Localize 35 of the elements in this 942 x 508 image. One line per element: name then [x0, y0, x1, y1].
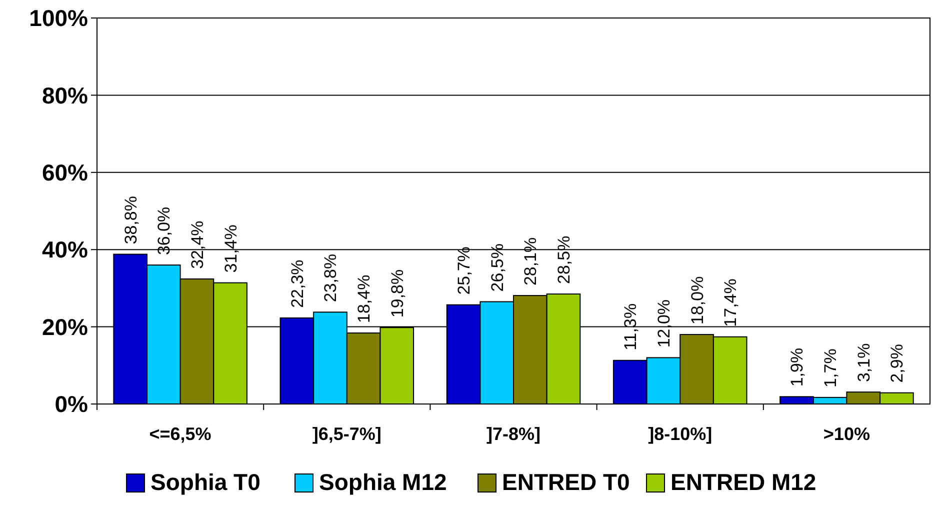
legend-label: ENTRED T0	[502, 469, 630, 495]
x-tick-label: ]7-8%]	[486, 424, 541, 444]
data-label: 26,5%	[488, 244, 507, 292]
legend-label: Sophia M12	[319, 469, 447, 495]
data-label: 23,8%	[321, 254, 340, 302]
data-label: 19,8%	[388, 269, 407, 318]
legend-label: Sophia T0	[150, 469, 260, 495]
data-label: 18,0%	[688, 276, 707, 325]
data-label: 38,8%	[121, 196, 140, 244]
data-label: 25,7%	[454, 246, 474, 295]
y-tick-label: 20%	[42, 314, 88, 340]
data-label: 3,1%	[854, 343, 874, 382]
x-tick-label: >10%	[823, 424, 870, 444]
data-label: 22,3%	[288, 260, 307, 308]
x-tick-label: <=6,5%	[149, 424, 212, 444]
data-label: 32,4%	[188, 220, 207, 269]
y-tick-label: 0%	[54, 391, 88, 418]
data-label: 28,5%	[554, 236, 574, 284]
y-tick-label: 80%	[42, 82, 88, 108]
data-label: 31,4%	[221, 224, 240, 273]
x-tick-label: ]8-10%]	[648, 424, 712, 444]
y-tick-label: 60%	[42, 159, 88, 186]
data-label: 1,7%	[821, 348, 840, 388]
data-label: 36,0%	[154, 206, 174, 256]
data-label: 17,4%	[721, 278, 740, 327]
data-label: 2,9%	[888, 344, 907, 383]
x-tick-label: ]6,5-7%]	[312, 424, 382, 444]
data-label: 1,9%	[788, 348, 807, 387]
data-label: 12,0%	[654, 299, 674, 348]
y-tick-label: 100%	[29, 5, 88, 32]
data-label: 11,3%	[621, 303, 640, 350]
data-label: 18,4%	[354, 274, 374, 323]
data-label: 28,1%	[521, 237, 540, 286]
y-tick-label: 40%	[42, 236, 88, 263]
legend-label: ENTRED M12	[670, 469, 816, 495]
